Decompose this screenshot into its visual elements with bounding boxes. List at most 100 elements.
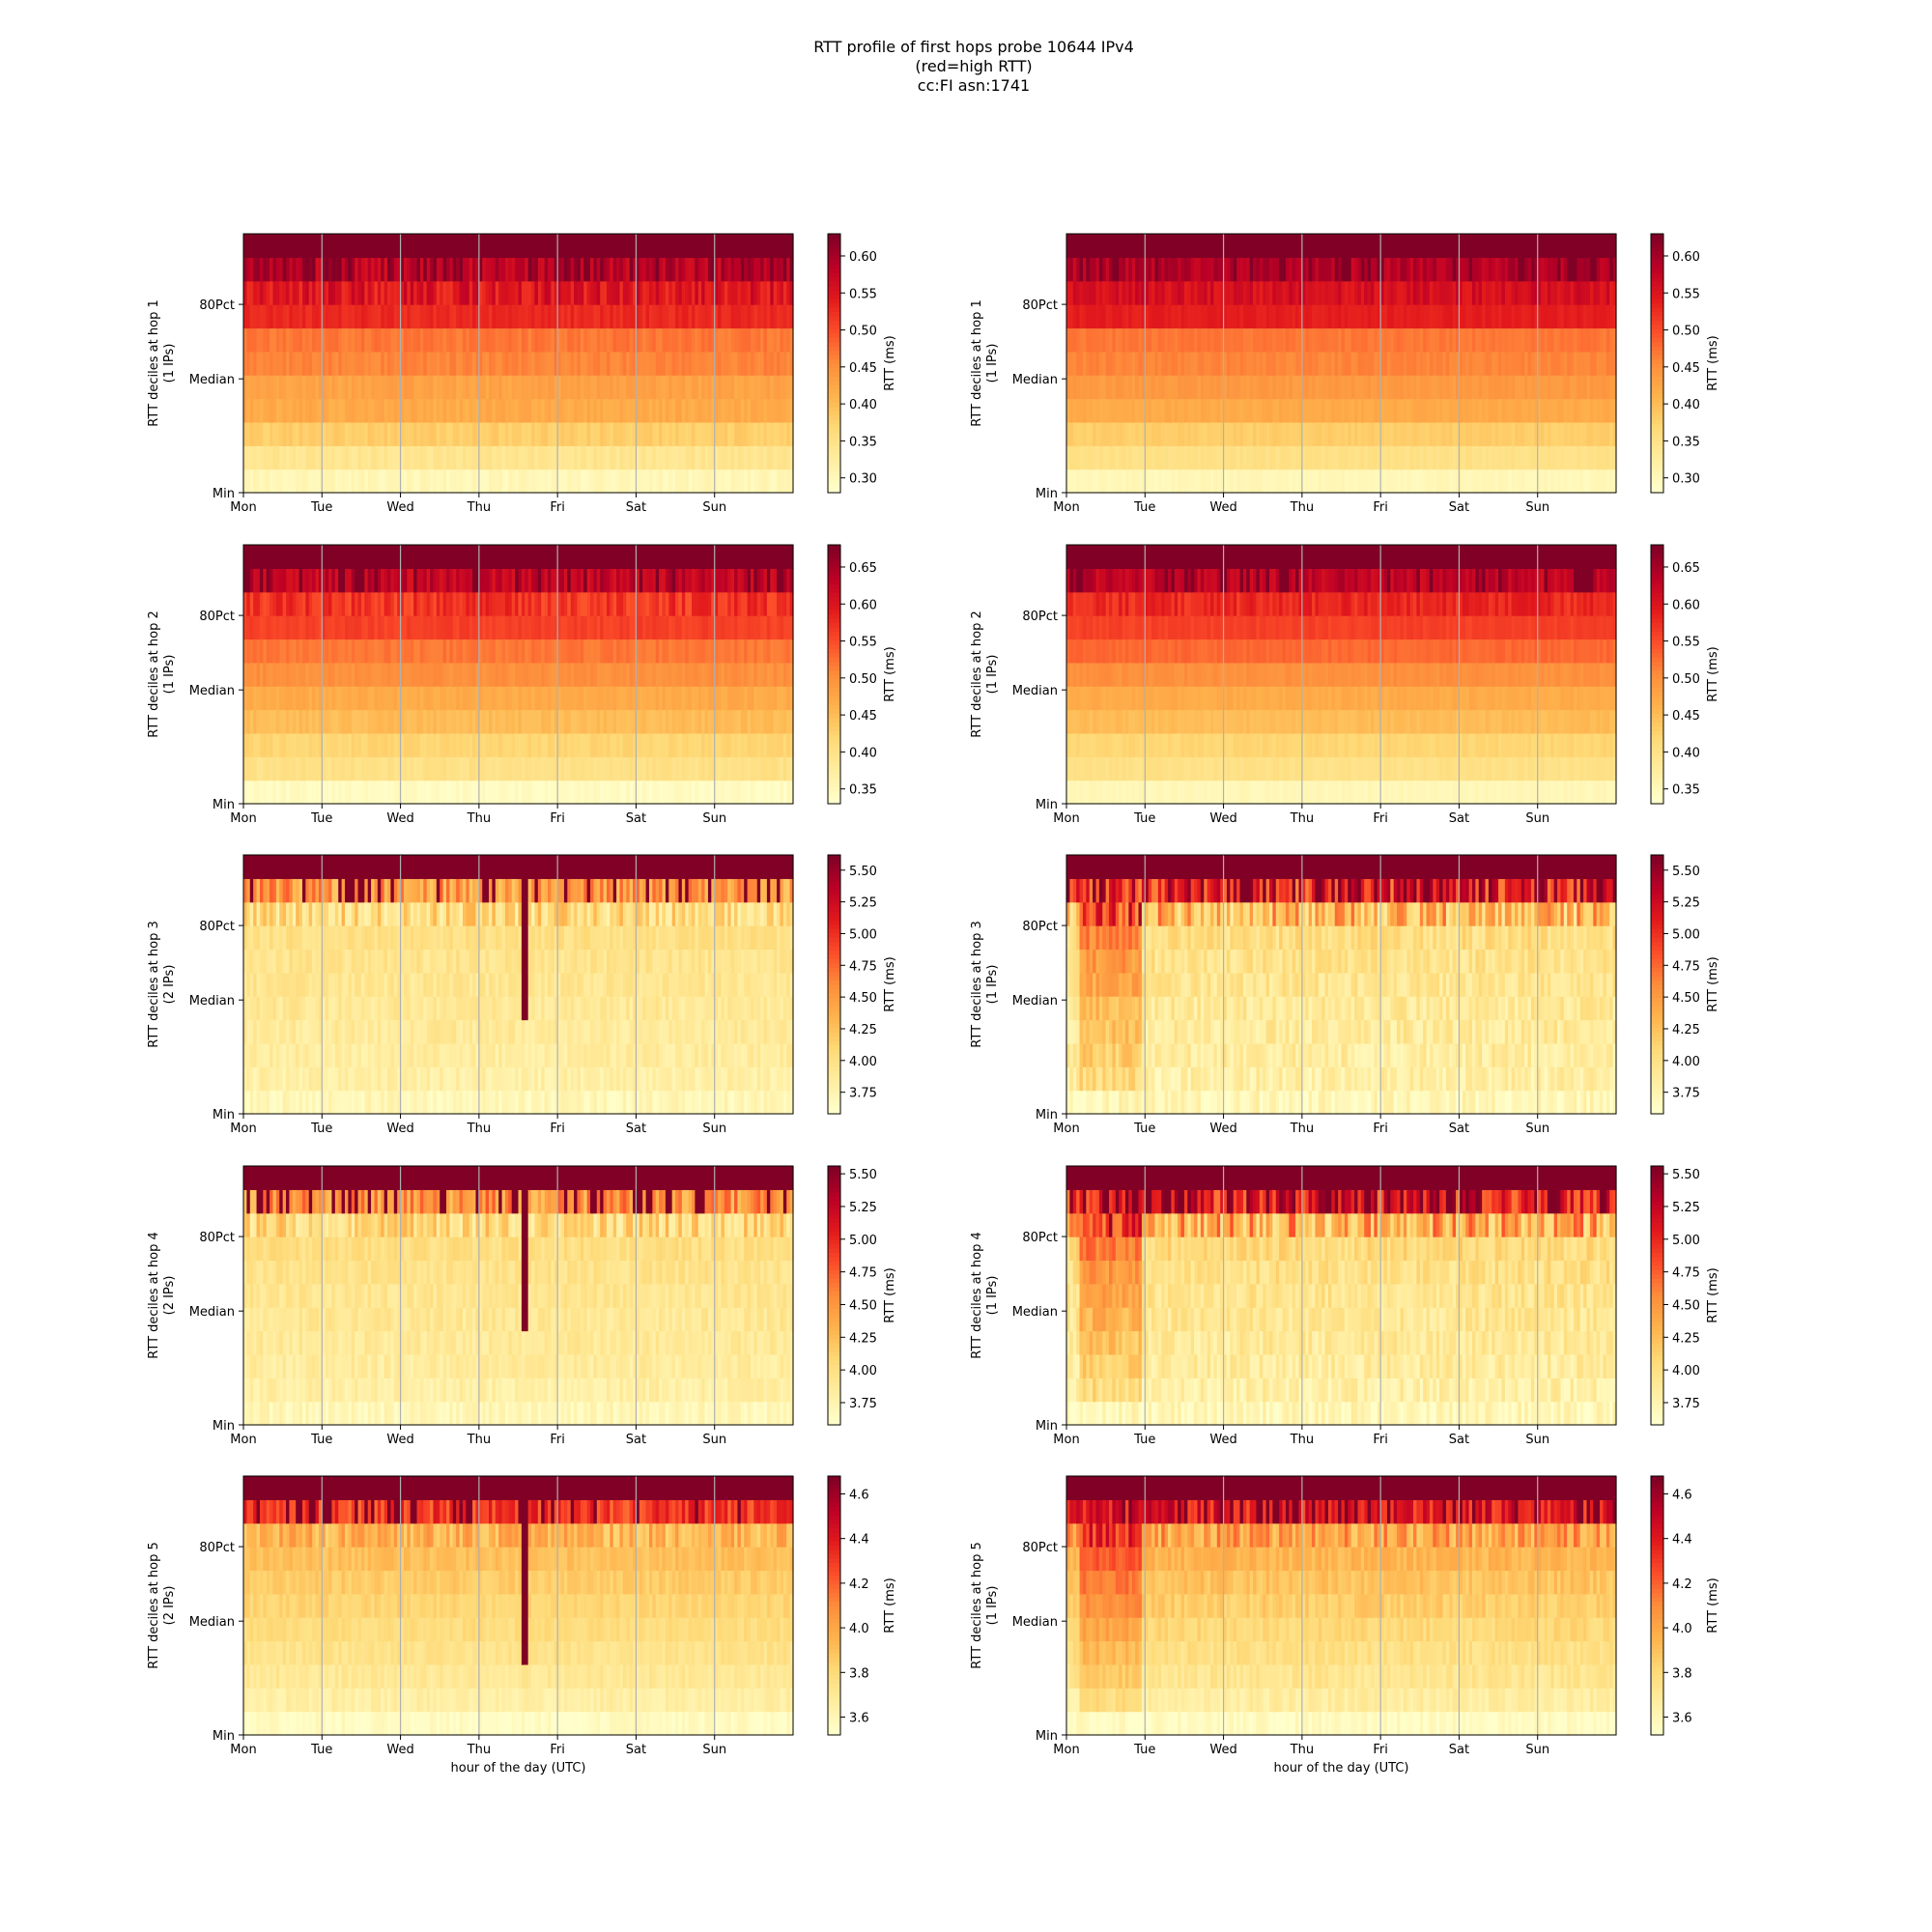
heatmap-cells: [243, 234, 794, 494]
colorbar-segment: [1651, 372, 1663, 377]
colorbar-segment: [828, 458, 840, 463]
x-tick-label: Wed: [1209, 500, 1236, 515]
colorbar-segment: [828, 264, 840, 269]
colorbar-tick-label: 0.40: [1672, 398, 1700, 412]
colorbar-segment: [1651, 367, 1663, 372]
y-axis-sublabel: (1 IPs): [985, 344, 1000, 384]
colorbar-segment: [1651, 277, 1663, 282]
colorbar-segment: [828, 234, 840, 239]
x-tick-label: Mon: [230, 500, 256, 515]
heatmap-cells: [1066, 234, 1617, 494]
y-axis-label: RTT deciles at hop 1: [970, 299, 984, 426]
colorbar-tick-label: 0.45: [849, 361, 877, 376]
colorbar-segment: [828, 286, 840, 291]
colorbar-segment: [828, 411, 840, 415]
colorbar-segment: [828, 298, 840, 303]
colorbar-segment: [828, 316, 840, 321]
colorbar-segment: [828, 328, 840, 333]
colorbar-segment: [828, 302, 840, 307]
colorbar-segment: [1651, 269, 1663, 273]
colorbar-segment: [1651, 246, 1663, 251]
colorbar-segment: [828, 272, 840, 277]
colorbar-segment: [828, 402, 840, 407]
colorbar-tick-label: 0.35: [849, 435, 877, 449]
colorbar-segment: [1651, 272, 1663, 277]
colorbar-segment: [1651, 260, 1663, 265]
title-line-3: cc:FI asn:1741: [918, 76, 1030, 95]
colorbar-segment: [1651, 333, 1663, 338]
colorbar-segment: [1651, 290, 1663, 295]
colorbar-segment: [828, 307, 840, 312]
colorbar-segment: [1651, 355, 1663, 359]
colorbar-segment: [1651, 384, 1663, 389]
y-tick-label: Min: [1036, 487, 1058, 501]
colorbar-segment: [1651, 342, 1663, 347]
colorbar-segment: [828, 260, 840, 265]
colorbar-segment: [1651, 337, 1663, 342]
x-tick-label: Thu: [467, 500, 491, 515]
x-tick-label: Mon: [1053, 500, 1079, 515]
colorbar-segment: [828, 325, 840, 329]
colorbar-segment: [1651, 238, 1663, 242]
x-tick-label: Sun: [1525, 500, 1549, 515]
colorbar-segment: [828, 407, 840, 412]
y-tick-label: 80Pct: [1022, 298, 1058, 313]
y-tick-label: Min: [213, 487, 235, 501]
figure-title: RTT profile of first hops probe 10644 IP…: [813, 38, 1134, 95]
colorbar-segment: [1651, 311, 1663, 316]
colorbar-segment: [1651, 432, 1663, 437]
colorbar-segment: [1651, 389, 1663, 394]
colorbar-segment: [828, 428, 840, 433]
colorbar-segment: [828, 463, 840, 468]
colorbar-segment: [1651, 467, 1663, 471]
colorbar-tick-label: 0.35: [1672, 435, 1700, 449]
colorbar-segment: [828, 238, 840, 242]
x-tick-label: Sat: [626, 500, 646, 515]
colorbar-segment: [1651, 376, 1663, 381]
colorbar-tick-label: 0.40: [849, 398, 877, 412]
colorbar-segment: [1651, 407, 1663, 412]
colorbar-segment: [828, 384, 840, 389]
colorbar-segment: [828, 290, 840, 295]
colorbar-segment: [1651, 463, 1663, 468]
x-tick-label: Tue: [310, 500, 332, 515]
colorbar-segment: [1651, 445, 1663, 450]
colorbar-segment: [1651, 415, 1663, 420]
colorbar-segment: [828, 445, 840, 450]
title-line-2: (red=high RTT): [915, 57, 1032, 75]
colorbar-segment: [828, 471, 840, 476]
colorbar-segment: [1651, 242, 1663, 247]
y-tick-label: Median: [1012, 373, 1058, 387]
colorbar-segment: [828, 281, 840, 286]
colorbar-segment: [828, 432, 840, 437]
colorbar-segment: [1651, 351, 1663, 355]
colorbar-label: RTT (ms): [1706, 335, 1720, 390]
colorbar-segment: [828, 333, 840, 338]
colorbar-segment: [828, 454, 840, 459]
colorbar-segment: [1651, 398, 1663, 403]
title-line-1: RTT profile of first hops probe 10644 IP…: [813, 38, 1134, 56]
colorbar-label: RTT (ms): [883, 335, 897, 390]
x-tick-label: Thu: [1290, 500, 1314, 515]
colorbar-segment: [1651, 325, 1663, 329]
colorbar-segment: [1651, 475, 1663, 480]
colorbar-tick-label: 0.60: [1672, 250, 1700, 265]
colorbar-tick-label: 0.55: [849, 287, 877, 301]
colorbar-segment: [1651, 471, 1663, 476]
x-tick-label: Fri: [550, 500, 565, 515]
colorbar-segment: [828, 363, 840, 368]
colorbar-segment: [1651, 381, 1663, 385]
colorbar-segment: [828, 311, 840, 316]
colorbar-segment: [828, 467, 840, 471]
x-tick-label: Wed: [386, 500, 413, 515]
y-tick-label: 80Pct: [199, 298, 235, 313]
colorbar-tick-label: 0.30: [849, 472, 877, 487]
x-tick-label: Fri: [1373, 500, 1388, 515]
colorbar-segment: [828, 484, 840, 489]
colorbar-segment: [1651, 251, 1663, 256]
colorbar-segment: [1651, 484, 1663, 489]
